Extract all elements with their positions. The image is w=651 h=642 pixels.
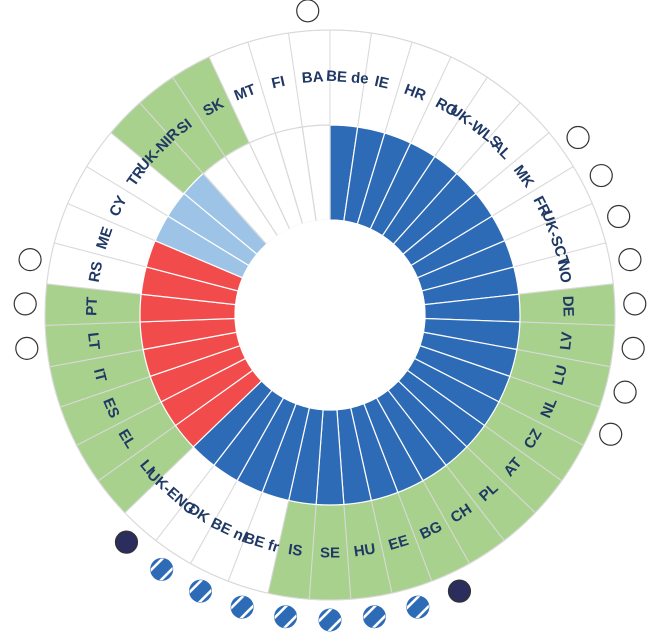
marker-striped-hu <box>362 605 386 629</box>
country-label-pt: PT <box>83 296 101 316</box>
country-label-hu: HU <box>353 540 377 560</box>
inner-ring <box>139 124 521 506</box>
marker-open-lu <box>613 380 637 404</box>
marker-open-lv <box>621 336 645 360</box>
country-label-ee: EE <box>387 532 411 554</box>
country-label-se: SE <box>320 545 340 562</box>
marker-open-ba <box>296 0 320 23</box>
marker-open-no <box>618 248 642 272</box>
marker-filled-bg <box>447 579 472 603</box>
marker-open-de <box>623 292 647 316</box>
country-label-mt: MT <box>232 81 258 105</box>
country-label-it: IT <box>90 367 110 384</box>
markers <box>13 0 647 632</box>
marker-striped-se <box>318 608 342 632</box>
outer-ring <box>44 29 616 601</box>
country-label-be-de: BE de <box>326 68 370 88</box>
country-label-lt: LT <box>84 332 103 351</box>
country-label-ba: BA <box>301 68 324 87</box>
country-label-fi: FI <box>270 73 287 92</box>
center-hole <box>234 219 426 411</box>
country-label-me: ME <box>93 225 116 252</box>
marker-open-rs <box>18 248 42 272</box>
country-label-is: IS <box>287 541 304 560</box>
marker-striped-dk <box>150 557 174 581</box>
marker-open-fr <box>589 163 613 188</box>
country-label-lv: LV <box>557 331 576 351</box>
country-label-no: NO <box>554 259 575 285</box>
marker-open-nl <box>599 422 623 446</box>
marker-open-lt <box>15 336 39 360</box>
marker-open-uk-sct <box>607 204 631 229</box>
marker-filled-uk-eng <box>114 530 139 554</box>
marker-striped-ee <box>406 595 430 619</box>
country-label-rs: RS <box>86 260 107 284</box>
marker-striped-be-fr <box>230 595 254 619</box>
country-label-lu: LU <box>550 363 572 387</box>
country-label-nl: NL <box>537 396 560 421</box>
marker-open-mk <box>566 125 590 150</box>
marker-striped-is <box>274 605 298 629</box>
marker-striped-be-nl <box>189 579 213 603</box>
marker-open-pt <box>13 292 37 316</box>
outer-border <box>44 29 616 601</box>
country-label-es: ES <box>99 396 122 421</box>
country-label-de: DE <box>559 296 577 317</box>
country-label-ie: IE <box>373 73 391 93</box>
country-label-hr: HR <box>402 81 428 105</box>
